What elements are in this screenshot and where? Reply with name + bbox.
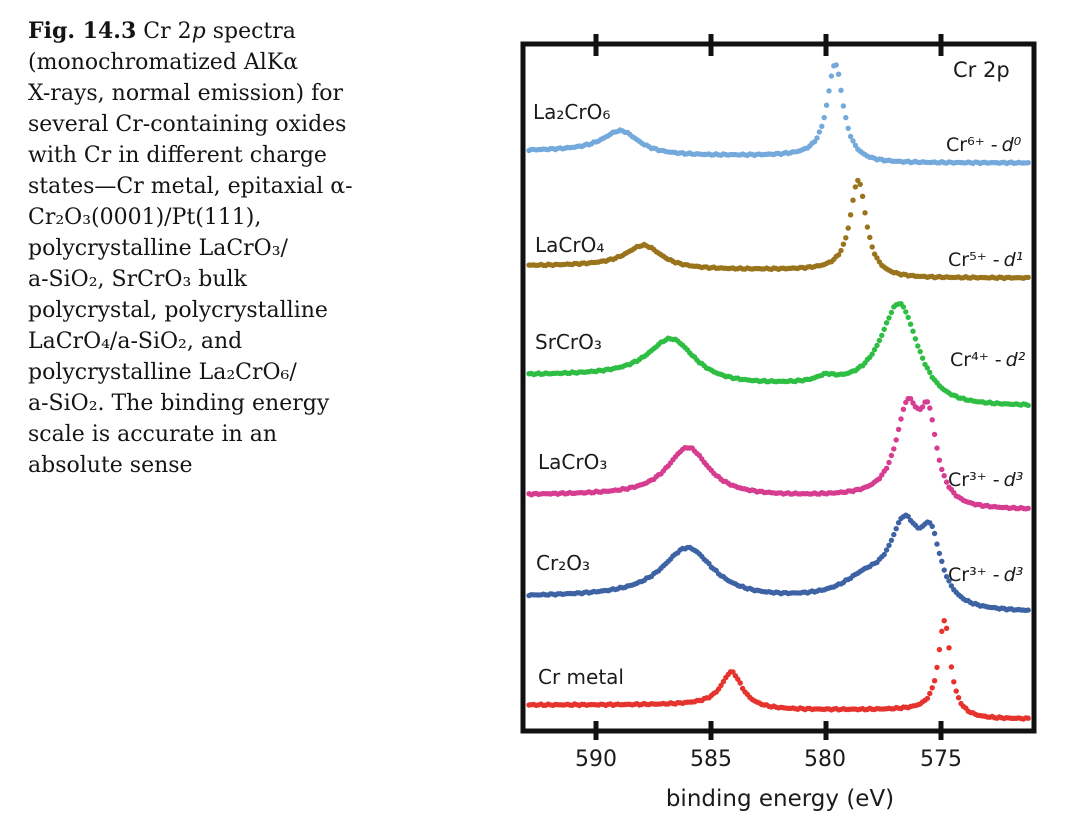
charge-label-prefix: Cr⁴⁺ -: [950, 349, 1002, 371]
spectrum-srcro3: [526, 301, 1031, 409]
spectrum-lacro4: [526, 177, 1031, 282]
spectrum-la2cro6: [526, 62, 1031, 167]
charge-label-prefix: Cr⁵⁺ -: [948, 249, 1000, 271]
caption-line: X-rays, normal emission) for: [28, 81, 344, 106]
x-tick-575: 575: [920, 747, 962, 772]
spectra-curves: [526, 62, 1031, 722]
caption-line: with Cr in different charge: [28, 143, 327, 168]
caption-line: LaCrO₄/a-SiO₂, and: [28, 329, 243, 354]
charge-label-prefix: Cr³⁺ -: [948, 564, 1000, 586]
caption-line: absolute sense: [28, 453, 193, 478]
spectrum-cr-metal: [526, 618, 1031, 722]
caption-line: polycrystalline La₂CrO₆/: [28, 360, 297, 385]
caption-line: polycrystal, polycrystalline: [28, 298, 328, 323]
charge-label-d: d³: [1003, 469, 1024, 491]
caption-line: a-SiO₂. The binding energy: [28, 391, 330, 416]
caption-line: a-SiO₂, SrCrO₃ bulk: [28, 267, 247, 292]
caption-line: Fig. 14.3 Cr 2p spectra: [28, 18, 296, 44]
x-tick-590: 590: [575, 747, 617, 772]
caption-line: states—Cr metal, epitaxial α-: [28, 174, 353, 199]
series-label-lacro4: LaCrO₄: [535, 233, 605, 257]
charge-label-cr5: Cr⁵⁺ - d¹: [948, 249, 1023, 271]
charge-label-d: d²: [1005, 349, 1026, 371]
caption-line: several Cr-containing oxides: [28, 112, 347, 137]
charge-label-cr4: Cr⁴⁺ - d²: [950, 349, 1025, 371]
x-tick-580: 580: [804, 747, 846, 772]
caption-line: (monochromatized AlKα: [28, 50, 299, 75]
spectrum-cr2o3: [526, 512, 1031, 614]
caption-line: scale is accurate in an: [28, 422, 277, 447]
charge-label-d: d⁰: [1001, 134, 1022, 156]
charge-label-d: d¹: [1003, 249, 1024, 271]
figure-caption: Fig. 14.3 Cr 2p spectra (monochromatized …: [28, 16, 508, 481]
charge-label-cr3-cr2o3: Cr³⁺ - d³: [948, 564, 1023, 586]
plot-title: Cr 2p: [953, 58, 1010, 82]
charge-label-cr6: Cr⁶⁺ - d⁰: [946, 134, 1021, 156]
charge-label-prefix: Cr³⁺ -: [948, 469, 1000, 491]
series-label-la2cro6: La₂CrO₆: [533, 100, 611, 124]
series-label-srcro3: SrCrO₃: [535, 330, 602, 354]
x-axis-title: binding energy (eV): [665, 786, 895, 812]
charge-label-d: d³: [1003, 564, 1024, 586]
series-label-cr2o3: Cr₂O₃: [536, 551, 590, 575]
series-label-cr-metal: Cr metal: [538, 665, 624, 689]
caption-line: Cr₂O₃(0001)/Pt(111),: [28, 205, 262, 230]
x-tick-585: 585: [690, 747, 732, 772]
spectrum-lacro3: [526, 395, 1031, 512]
caption-line: polycrystalline LaCrO₃/: [28, 236, 288, 261]
axis-tick-marks: [593, 34, 944, 740]
charge-label-cr3-lacro3: Cr³⁺ - d³: [948, 469, 1023, 491]
series-label-lacro3: LaCrO₃: [538, 450, 608, 474]
plot-frame: [520, 41, 1037, 734]
charge-label-prefix: Cr⁶⁺ -: [946, 134, 998, 156]
